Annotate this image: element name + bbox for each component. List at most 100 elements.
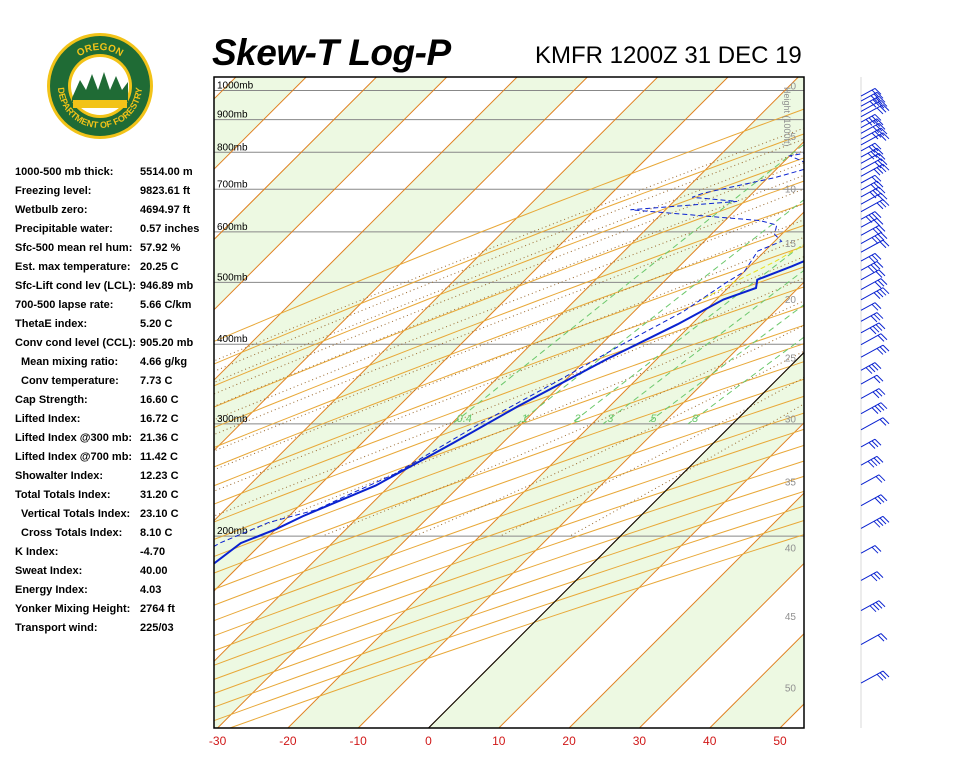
wind-barb: [860, 545, 882, 554]
index-row: Cap Strength: 16.60 C: [15, 394, 215, 413]
index-row: Mean mixing ratio: 4.66 g/kg: [15, 356, 215, 375]
index-value: 5.66 C/km: [140, 299, 192, 311]
wind-barb: [860, 287, 890, 301]
index-label: Precipitable water:: [15, 223, 113, 235]
temperature-tick-label: -30: [209, 734, 227, 748]
height-tick-label: 20: [785, 295, 797, 306]
wind-barb: [860, 278, 888, 291]
isotherm-line: [779, 703, 804, 728]
chart-grid: [214, 77, 804, 728]
index-label: Conv temperature:: [21, 375, 119, 387]
index-label: Showalter Index:: [15, 470, 104, 482]
temperature-tick-label: -10: [350, 734, 368, 748]
index-label: Wetbulb zero:: [15, 204, 88, 216]
index-row: 1000-500 mb thick: 5514.00 m: [15, 166, 215, 185]
tree-icon: [72, 72, 128, 102]
mixing-ratio-label: 2: [573, 413, 580, 425]
dry-adiabat: [214, 286, 804, 505]
temperature-tick-label: 40: [703, 734, 717, 748]
index-label: Sfc-500 mean rel hum:: [15, 242, 133, 254]
moist-adiabat: [214, 219, 804, 452]
dry-adiabat: [214, 157, 804, 387]
index-label: Est. max temperature:: [15, 261, 131, 273]
temperature-tick-label: -20: [279, 734, 297, 748]
dry-adiabat: [214, 224, 804, 449]
height-tick-label: 0: [790, 82, 796, 93]
height-tick-label: 25: [785, 354, 797, 365]
wind-barb: [860, 388, 886, 399]
index-row: Freezing level: 9823.61 ft: [15, 185, 215, 204]
isotherm-line: [639, 562, 804, 728]
plot-frame: [213, 76, 805, 729]
index-row: Vertical Totals Index: 23.10 C: [15, 508, 215, 527]
mixing-ratio-line: [452, 143, 804, 425]
index-row: Transport wind: 225/03: [15, 622, 215, 641]
dry-adiabat: [214, 361, 804, 574]
index-value: 16.60 C: [140, 394, 179, 406]
dry-adiabat: [214, 245, 804, 468]
index-value: 4.66 g/kg: [140, 356, 188, 368]
index-label: K Index:: [15, 546, 59, 558]
isotherm-line: [568, 492, 804, 728]
logo-ground: [73, 100, 127, 108]
index-row: Sfc-500 mean rel hum: 57.92 %: [15, 242, 215, 261]
height-tick-label: 35: [785, 478, 797, 489]
chart-labels: 0.4 1 2 3 5 8200mb300mb400mb500mb600mb700mb80…: [209, 81, 797, 748]
height-tick-label: 50: [785, 684, 797, 695]
index-value: 20.25 C: [140, 261, 179, 273]
index-value: 946.89 mb: [140, 280, 194, 292]
dry-adiabat: [214, 428, 804, 637]
wind-barb: [860, 269, 886, 281]
height-tick-label: 45: [785, 612, 797, 623]
index-row: ThetaE index: 5.20 C: [15, 318, 215, 337]
isotherm-line: [214, 77, 659, 522]
dry-adiabat: [214, 460, 804, 666]
stability-indices-panel: 1000-500 mb thick: 5514.00 m Freezing leve…: [15, 166, 215, 641]
dry-adiabat: [214, 343, 804, 558]
index-label: Vertical Totals Index:: [21, 508, 131, 520]
index-row: Conv temperature: 7.73 C: [15, 375, 215, 394]
wind-barb: [860, 142, 882, 153]
index-label: Lifted Index @300 mb:: [15, 432, 133, 444]
dry-adiabat: [214, 444, 804, 652]
wind-barbs: [860, 77, 890, 728]
index-row: Lifted Index @300 mb: 21.36 C: [15, 432, 215, 451]
wind-barb: [860, 163, 890, 177]
wind-barb: [860, 174, 882, 184]
isotherm-line: [498, 422, 804, 728]
chart-frame: [213, 76, 805, 729]
mixing-ratio-label: 3: [607, 413, 614, 425]
pressure-tick-label: 200mb: [217, 526, 248, 537]
height-tick-label: 10: [785, 185, 797, 196]
temperature-profile-line: [214, 260, 804, 565]
wind-barb: [860, 494, 888, 507]
index-value: 23.10 C: [140, 508, 179, 520]
wind-barb: [860, 132, 890, 146]
wind-barb: [860, 362, 882, 374]
index-row: Cross Totals Index: 8.10 C: [15, 527, 215, 546]
wind-barb: [860, 417, 890, 431]
temperature-tick-label: 10: [492, 734, 506, 748]
index-value: 16.72 C: [140, 413, 179, 425]
index-label: ThetaE index:: [15, 318, 88, 330]
index-row: Lifted Index @700 mb: 11.42 C: [15, 451, 215, 470]
wind-barb: [860, 515, 890, 529]
index-row: Wetbulb zero: 4694.97 ft: [15, 204, 215, 223]
wind-barb: [860, 302, 882, 311]
moist-adiabat: [214, 256, 804, 492]
mixing-ratio-label: 0.4: [457, 413, 472, 425]
index-value: 57.92 %: [140, 242, 181, 254]
wind-barb: [860, 122, 886, 134]
mixing-ratio-line: [602, 269, 804, 425]
isotherm-line: [214, 77, 588, 452]
wind-barb: [860, 670, 890, 684]
index-row: Total Totals Index: 31.20 C: [15, 489, 215, 508]
index-row: Conv cond level (CCL): 905.20 mb: [15, 337, 215, 356]
index-value: 2764 ft: [140, 603, 175, 615]
zero-isotherm-line: [428, 351, 804, 728]
wind-barb: [860, 344, 890, 358]
height-tick-label: 5: [790, 132, 796, 143]
index-label: Conv cond level (CCL):: [15, 337, 137, 349]
wind-barb: [860, 224, 886, 236]
index-label: 700-500 lapse rate:: [15, 299, 114, 311]
